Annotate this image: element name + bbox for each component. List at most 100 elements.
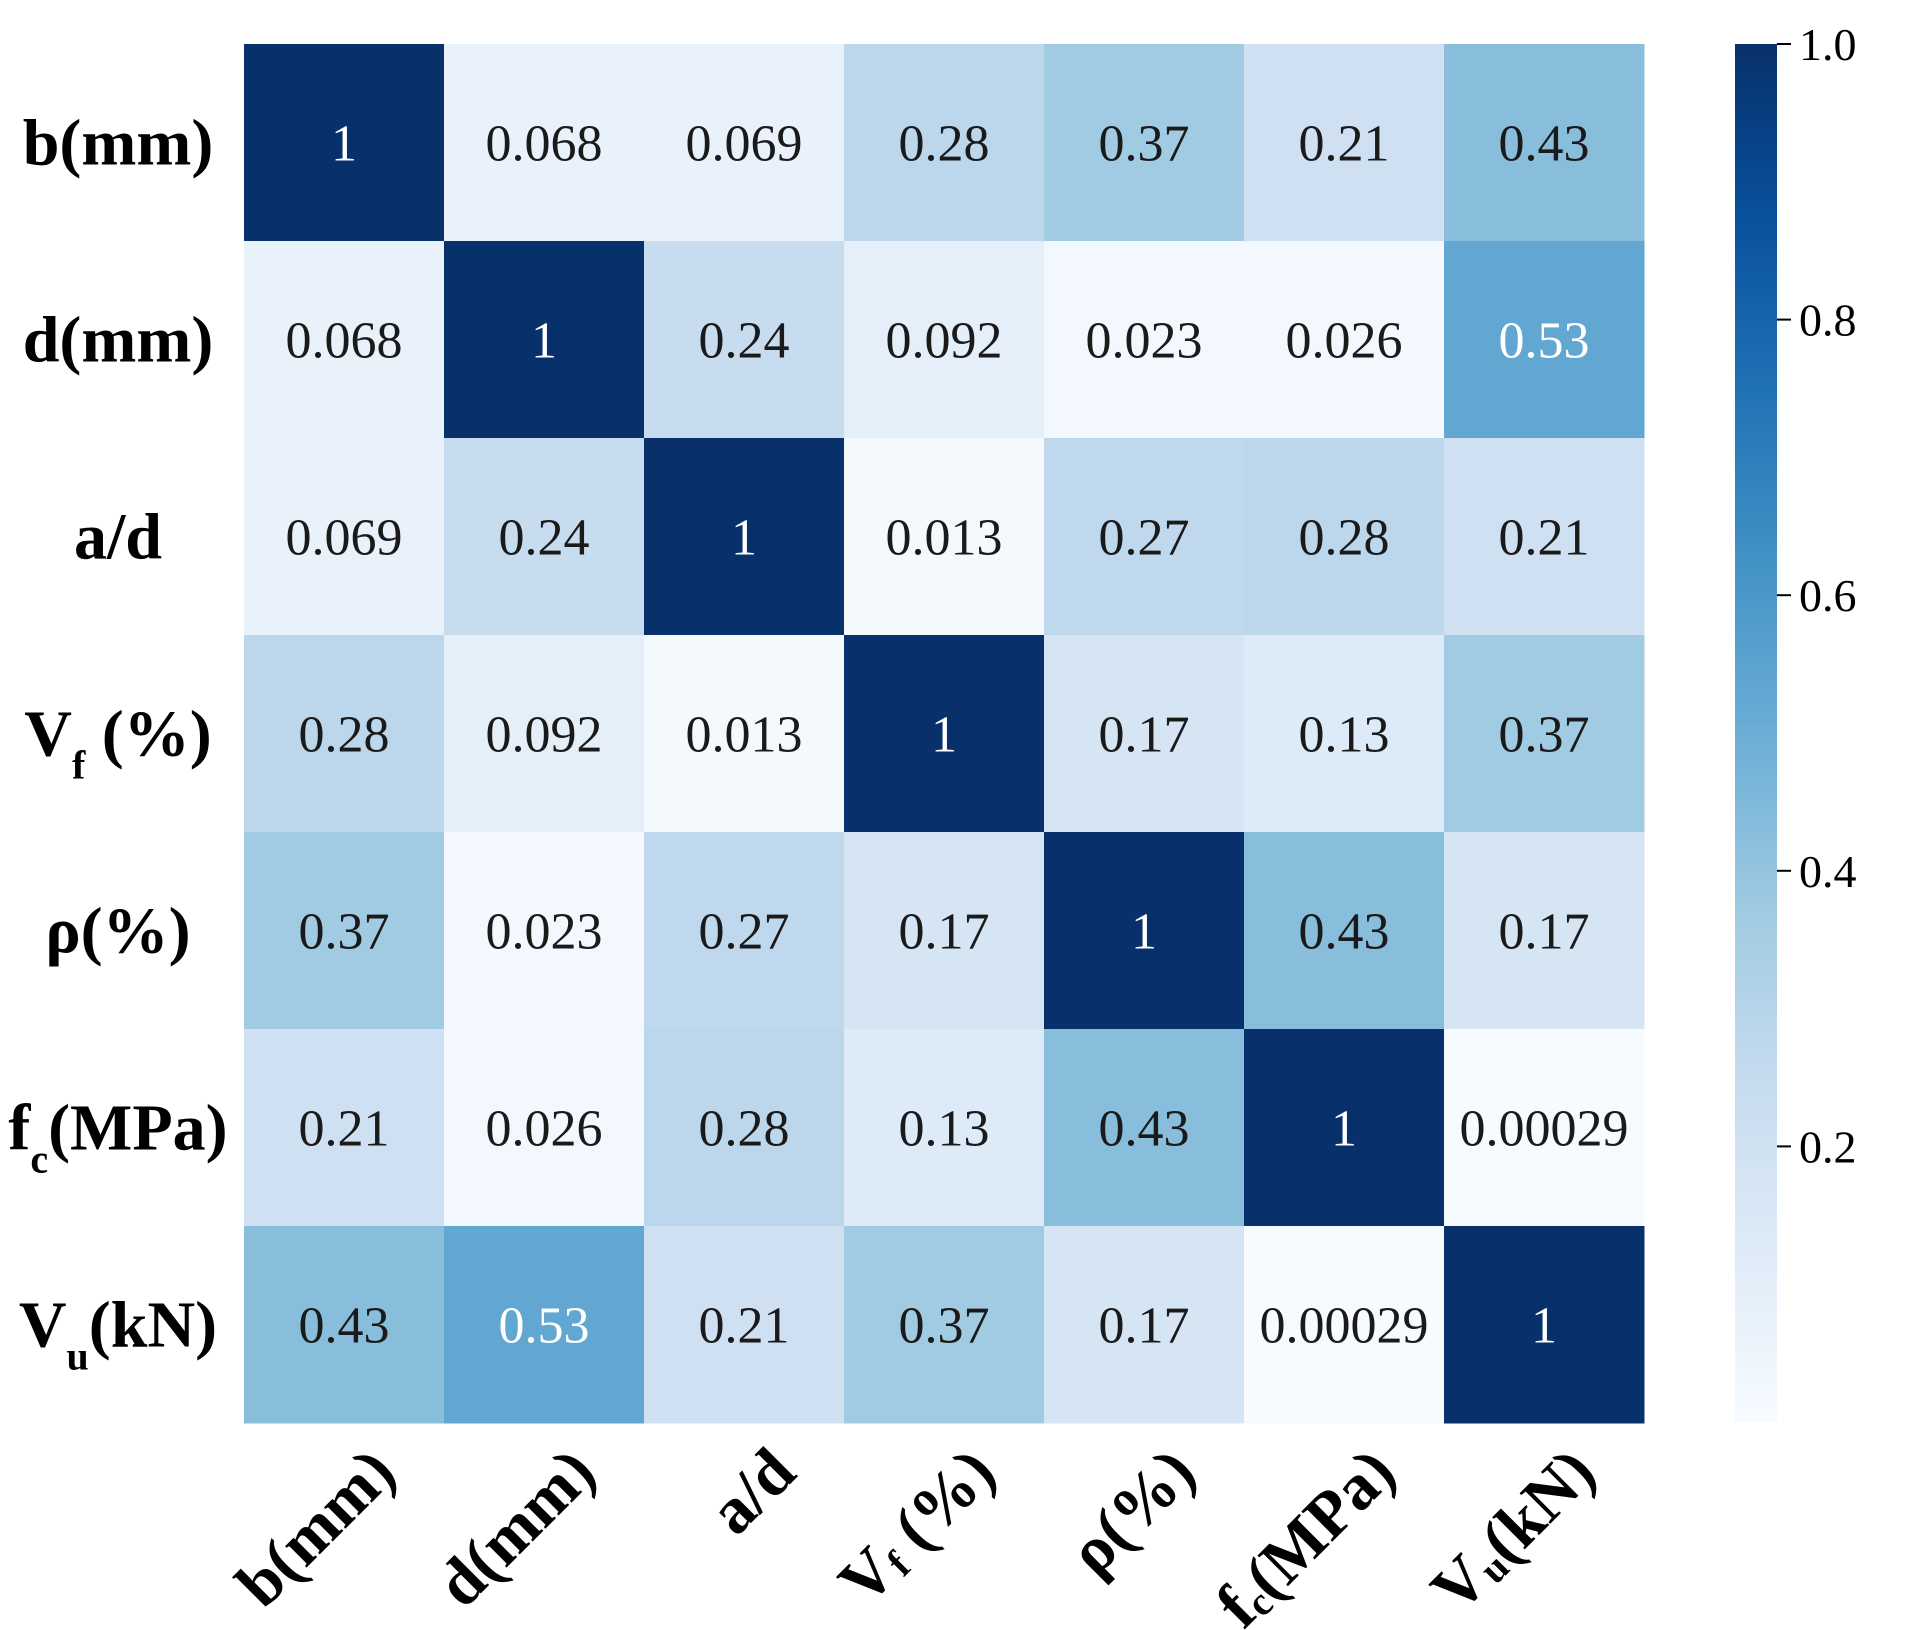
heatmap-cell-rho-vf: 0.17 bbox=[844, 832, 1045, 1030]
cell-rect bbox=[644, 438, 845, 636]
cell-value-label: 0.28 bbox=[899, 116, 990, 173]
heatmap-cell-d-vu: 0.53 bbox=[1444, 241, 1645, 439]
heatmap-cell-b-vf: 0.28 bbox=[844, 44, 1045, 242]
heatmap-cell-rho-b: 0.37 bbox=[244, 832, 445, 1030]
heatmap-cell-b-fc: 0.21 bbox=[1244, 44, 1445, 242]
cell-rect bbox=[1044, 241, 1245, 439]
cell-rect bbox=[844, 438, 1045, 636]
cell-rect bbox=[1044, 438, 1245, 636]
cell-value-label: 0.21 bbox=[1299, 116, 1390, 173]
cell-value-label: 0.023 bbox=[1086, 313, 1203, 370]
heatmap-cell-vu-d: 0.53 bbox=[444, 1226, 645, 1424]
x-axis-label-ad: a/d bbox=[696, 1435, 810, 1549]
cell-rect bbox=[444, 1029, 645, 1227]
heatmap-cell-vf-vu: 0.37 bbox=[1444, 635, 1645, 833]
y-axis-label-ad: a/d bbox=[74, 501, 162, 574]
cell-value-label: 0.43 bbox=[299, 1298, 390, 1355]
cell-rect bbox=[644, 1226, 845, 1424]
heatmap-cell-fc-ad: 0.28 bbox=[644, 1029, 845, 1227]
cell-value-label: 0.37 bbox=[1499, 707, 1590, 764]
cell-value-label: 0.026 bbox=[486, 1101, 603, 1158]
cell-rect bbox=[1444, 241, 1645, 439]
cell-value-label: 0.27 bbox=[699, 904, 790, 961]
cell-rect bbox=[444, 241, 645, 439]
cell-value-label: 1 bbox=[1531, 1298, 1557, 1355]
cell-rect bbox=[1044, 832, 1245, 1030]
cell-rect bbox=[844, 1029, 1045, 1227]
heatmap-cell-d-b: 0.068 bbox=[244, 241, 445, 439]
cell-value-label: 1 bbox=[731, 510, 757, 567]
cell-rect bbox=[1444, 1029, 1645, 1227]
y-axis-label-vf: Vf (%) bbox=[24, 698, 211, 788]
heatmap-cell-ad-rho: 0.27 bbox=[1044, 438, 1245, 636]
cell-value-label: 0.17 bbox=[1099, 1298, 1190, 1355]
cell-value-label: 0.00029 bbox=[1260, 1298, 1429, 1355]
cell-value-label: 0.026 bbox=[1286, 313, 1403, 370]
cell-value-label: 0.53 bbox=[1499, 313, 1590, 370]
cell-rect bbox=[444, 1226, 645, 1424]
heatmap-cell-b-vu: 0.43 bbox=[1444, 44, 1645, 242]
heatmap-cell-b-b: 1 bbox=[244, 44, 445, 242]
cell-rect bbox=[444, 438, 645, 636]
heatmap-cell-vu-b: 0.43 bbox=[244, 1226, 445, 1424]
cell-rect bbox=[644, 241, 845, 439]
cell-rect bbox=[244, 1226, 445, 1424]
cell-value-label: 0.069 bbox=[286, 510, 403, 567]
colorbar-tick: 0.4 bbox=[1777, 846, 1857, 897]
heatmap-cells: 1 0.068 0.069 0.28 0.37 0.21 0.43 0.068 1 0.24 0.0… bbox=[244, 44, 1645, 1424]
y-axis-label-b: b(mm) bbox=[23, 107, 214, 180]
x-axis-labels: b(mm) d(mm) a/dVf (%) ρ(%)fc(MPa) Vu(kN) bbox=[223, 1435, 1609, 1630]
cell-rect bbox=[1244, 832, 1445, 1030]
cell-rect bbox=[1244, 438, 1445, 636]
cell-rect bbox=[1044, 635, 1245, 833]
cell-rect bbox=[244, 241, 445, 439]
cell-rect bbox=[844, 832, 1045, 1030]
cell-rect bbox=[644, 832, 845, 1030]
cell-rect bbox=[844, 1226, 1045, 1424]
y-axis-label-vu: Vu(kN) bbox=[19, 1289, 217, 1379]
cell-value-label: 0.43 bbox=[1299, 904, 1390, 961]
cell-value-label: 0.092 bbox=[886, 313, 1003, 370]
cell-rect bbox=[1244, 44, 1445, 242]
cell-value-label: 0.13 bbox=[1299, 707, 1390, 764]
cell-value-label: 0.53 bbox=[499, 1298, 590, 1355]
x-axis-label-b: b(mm) bbox=[223, 1435, 409, 1621]
cell-value-label: 0.28 bbox=[299, 707, 390, 764]
heatmap-cell-d-d: 1 bbox=[444, 241, 645, 439]
cell-rect bbox=[444, 832, 645, 1030]
cell-rect bbox=[844, 44, 1045, 242]
heatmap-cell-fc-fc: 1 bbox=[1244, 1029, 1445, 1227]
cell-value-label: 0.24 bbox=[699, 313, 790, 370]
heatmap-cell-d-ad: 0.24 bbox=[644, 241, 845, 439]
heatmap-cell-b-ad: 0.069 bbox=[644, 44, 845, 242]
cell-value-label: 0.013 bbox=[886, 510, 1003, 567]
cell-value-label: 0.28 bbox=[699, 1101, 790, 1158]
cell-value-label: 0.21 bbox=[699, 1298, 790, 1355]
heatmap-cell-ad-ad: 1 bbox=[644, 438, 845, 636]
heatmap-cell-fc-rho: 0.43 bbox=[1044, 1029, 1245, 1227]
cell-rect bbox=[1444, 438, 1645, 636]
cell-value-label: 0.27 bbox=[1099, 510, 1190, 567]
x-axis-label-vu: Vu(kN) bbox=[1418, 1435, 1610, 1627]
heatmap-cell-ad-vf: 0.013 bbox=[844, 438, 1045, 636]
colorbar-tick-label: 1.0 bbox=[1799, 19, 1857, 70]
y-axis-label-fc: fc(MPa) bbox=[8, 1092, 227, 1182]
cell-rect bbox=[644, 1029, 845, 1227]
cell-rect bbox=[1444, 44, 1645, 242]
cell-rect bbox=[1244, 241, 1445, 439]
heatmap-cell-rho-rho: 1 bbox=[1044, 832, 1245, 1030]
cell-value-label: 0.21 bbox=[299, 1101, 390, 1158]
heatmap-cell-fc-vf: 0.13 bbox=[844, 1029, 1045, 1227]
cell-rect bbox=[1244, 1029, 1445, 1227]
cell-value-label: 0.37 bbox=[299, 904, 390, 961]
heatmap-cell-rho-ad: 0.27 bbox=[644, 832, 845, 1030]
cell-value-label: 0.069 bbox=[686, 116, 803, 173]
cell-value-label: 1 bbox=[1331, 1101, 1357, 1158]
x-axis-label-d: d(mm) bbox=[423, 1435, 609, 1621]
heatmap-cell-rho-fc: 0.43 bbox=[1244, 832, 1445, 1030]
cell-rect bbox=[244, 832, 445, 1030]
heatmap-cell-vu-ad: 0.21 bbox=[644, 1226, 845, 1424]
heatmap-cell-vu-fc: 0.00029 bbox=[1244, 1226, 1445, 1424]
colorbar-tick: 0.2 bbox=[1777, 1121, 1857, 1172]
